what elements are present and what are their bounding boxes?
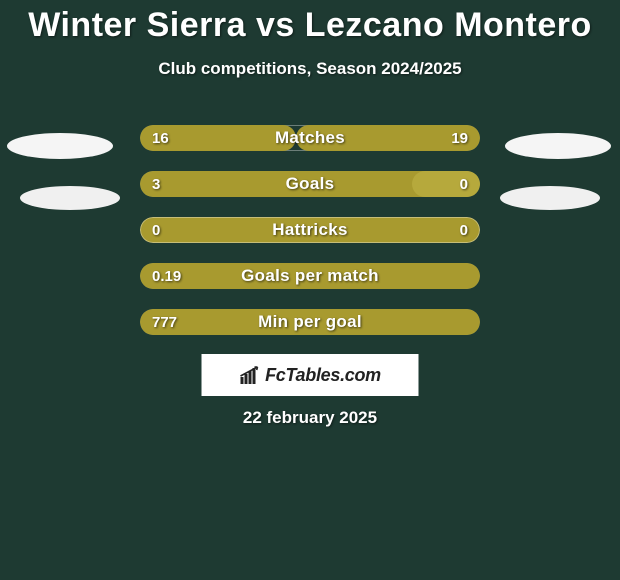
brand-banner: FcTables.com [202, 354, 419, 396]
page-title: Winter Sierra vs Lezcano Montero [0, 0, 620, 45]
player-left-badge [7, 133, 113, 159]
player-right-badge-2 [500, 186, 600, 210]
stat-label: Matches [140, 125, 480, 151]
stat-row: 0.19Goals per match [140, 263, 480, 289]
stat-row: 30Goals [140, 171, 480, 197]
bar-chart-icon [239, 365, 261, 385]
stat-row: 00Hattricks [140, 217, 480, 243]
stat-row: 777Min per goal [140, 309, 480, 335]
stat-label: Min per goal [140, 309, 480, 335]
stat-label: Goals per match [140, 263, 480, 289]
stat-row: 1619Matches [140, 125, 480, 151]
stat-label: Hattricks [140, 217, 480, 243]
brand-text: FcTables.com [265, 365, 381, 386]
player-left-badge-2 [20, 186, 120, 210]
subtitle: Club competitions, Season 2024/2025 [0, 59, 620, 79]
date-label: 22 february 2025 [0, 408, 620, 428]
player-right-badge [505, 133, 611, 159]
stat-label: Goals [140, 171, 480, 197]
